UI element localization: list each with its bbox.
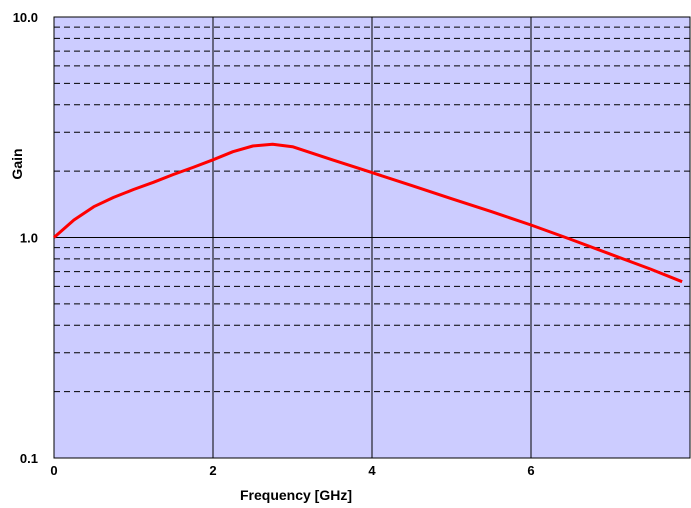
x-tick-label: 6: [527, 463, 534, 478]
y-tick-label: 0.1: [20, 451, 38, 466]
x-axis-title: Frequency [GHz]: [240, 487, 352, 503]
y-axis-title: Gain: [9, 148, 25, 179]
y-tick-label: 1.0: [20, 231, 38, 246]
x-tick-label: 0: [50, 463, 57, 478]
x-tick-label: 2: [209, 463, 216, 478]
y-tick-label: 10.0: [13, 10, 38, 25]
series-line-0: [53, 142, 683, 284]
x-tick-label: 4: [368, 463, 376, 478]
